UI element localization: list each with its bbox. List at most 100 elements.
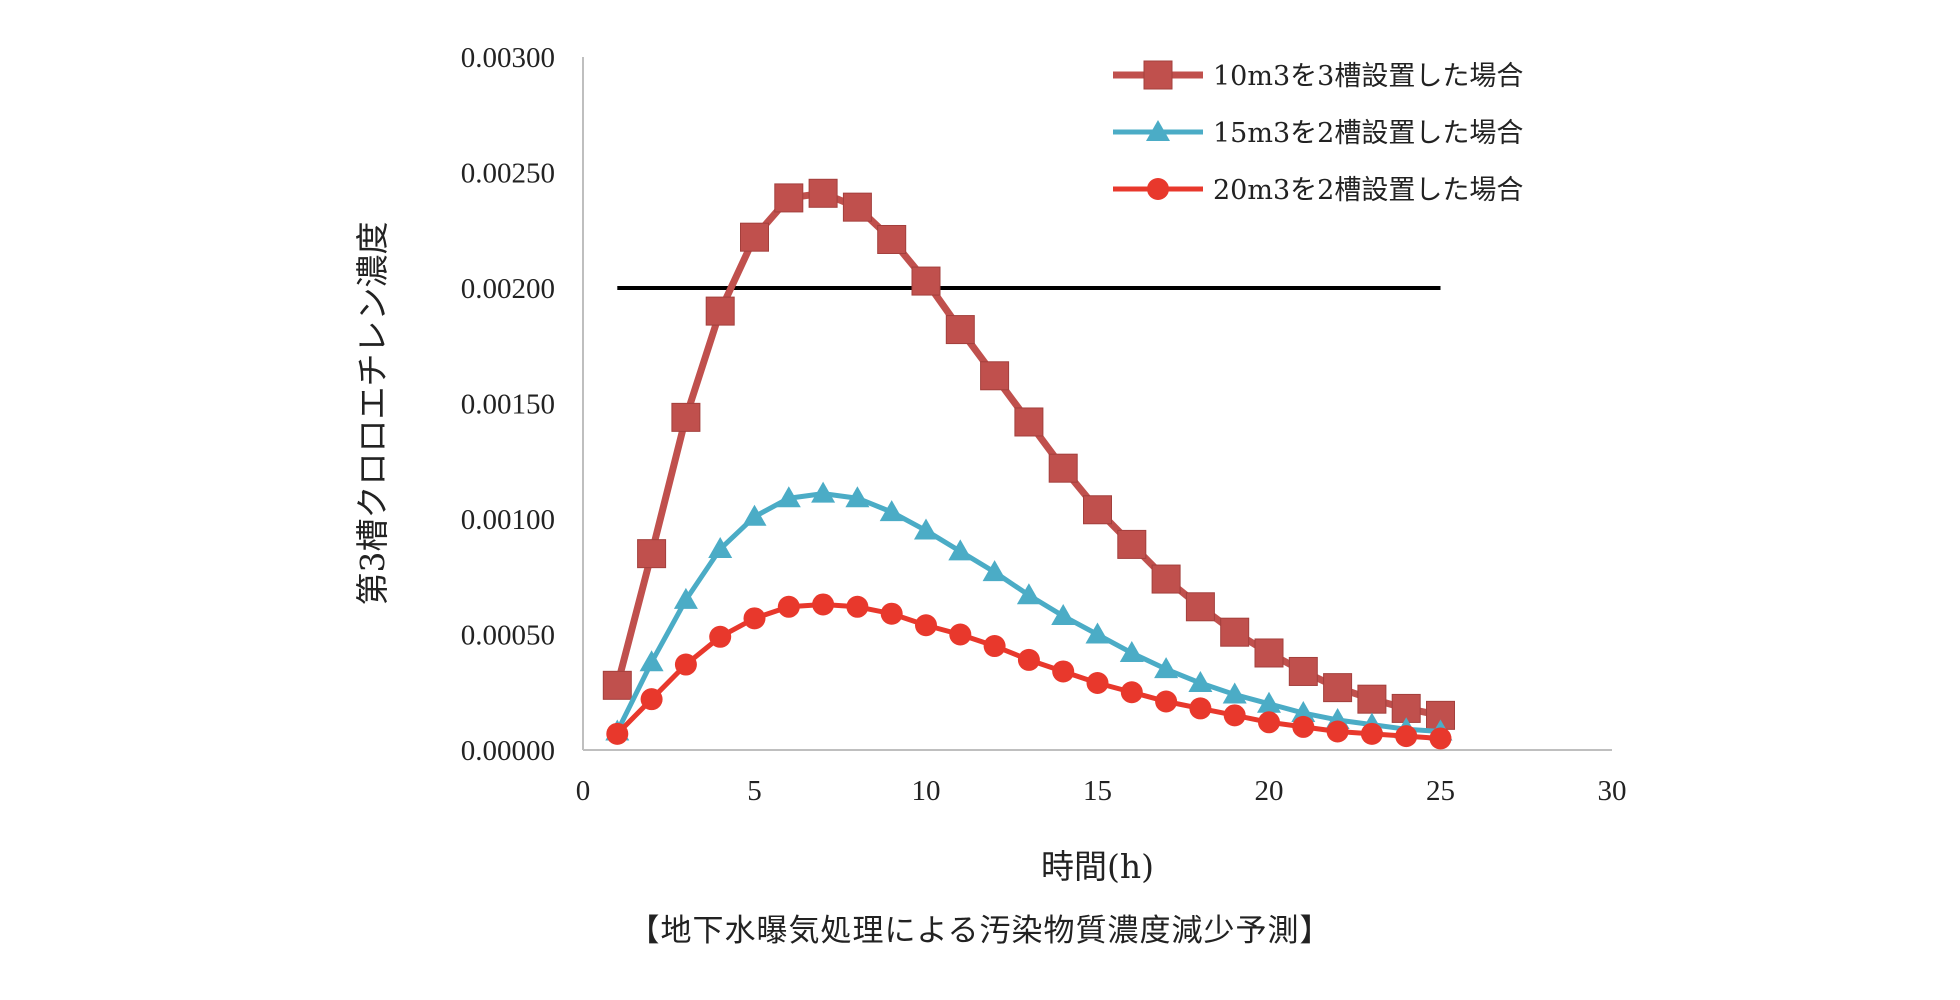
data-point (842, 192, 872, 222)
data-point (812, 593, 835, 616)
data-point (1429, 727, 1452, 750)
data-point (1292, 715, 1315, 738)
data-point (1085, 622, 1110, 644)
data-point (637, 539, 667, 569)
data-point (1155, 690, 1178, 713)
data-point (774, 183, 804, 213)
data-point (915, 614, 937, 637)
data-point (949, 623, 972, 646)
data-point (1323, 673, 1353, 703)
series-1 (602, 178, 1455, 730)
axes (582, 57, 1612, 751)
data-point (1357, 684, 1387, 714)
data-point (1120, 681, 1143, 704)
data-point (948, 539, 973, 561)
data-point (777, 595, 800, 618)
data-point (1016, 583, 1041, 605)
y-tick-label: 0.00250 (461, 158, 555, 190)
data-point (1117, 529, 1147, 559)
x-tick-label: 5 (747, 775, 762, 807)
series-group (602, 178, 1455, 750)
data-point (1017, 648, 1040, 671)
data-point (1188, 671, 1213, 693)
data-point (846, 595, 869, 618)
y-axis-ticks: 0.00000 0.00050 0.00100 0.00150 0.00200 0.002… (461, 42, 555, 767)
data-point (1222, 682, 1247, 704)
series-3 (606, 593, 1452, 750)
data-point (1185, 592, 1215, 622)
data-point (1258, 711, 1280, 734)
data-point (673, 587, 698, 609)
data-point (880, 602, 903, 625)
x-tick-label: 10 (912, 775, 941, 807)
y-axis-title: 第3槽クロロエチレン濃度 (353, 222, 392, 606)
data-point (606, 722, 629, 745)
data-point (705, 296, 735, 326)
data-point (1326, 720, 1349, 743)
y-tick-label: 0.00050 (461, 620, 555, 652)
y-tick-label: 0.00150 (461, 389, 555, 421)
figure-caption: 【地下水曝気処理による汚染物質濃度減少予測】 (628, 913, 1332, 949)
data-point (708, 537, 733, 559)
data-point (982, 560, 1007, 582)
data-point (740, 222, 769, 252)
y-tick-label: 0.00000 (461, 735, 555, 767)
legend-marker (1143, 60, 1173, 90)
data-point (1086, 672, 1109, 695)
data-point (674, 653, 697, 676)
legend-marker (1147, 178, 1169, 200)
data-point (671, 402, 701, 432)
data-point (811, 481, 836, 503)
x-tick-label: 25 (1426, 775, 1455, 807)
x-axis-title: 時間(h) (1041, 847, 1154, 886)
data-point (845, 486, 870, 508)
legend-item-3: 20m3を2槽設置した場合 (1113, 175, 1523, 206)
data-point (1257, 691, 1281, 713)
data-point (911, 266, 941, 296)
data-point (1288, 656, 1318, 686)
data-point (709, 625, 732, 648)
data-point (1014, 407, 1044, 437)
data-point (1154, 657, 1179, 679)
legend-item-2: 15m3を2槽設置した場合 (1113, 118, 1523, 149)
data-point (808, 178, 838, 208)
data-point (945, 315, 975, 345)
data-point (1189, 697, 1212, 720)
data-point (879, 500, 904, 522)
data-point (639, 650, 664, 672)
data-point (640, 688, 663, 711)
data-point (1119, 640, 1144, 662)
x-axis-ticks: 0 5 10 15 20 25 30 (576, 775, 1627, 807)
y-tick-label: 0.00300 (461, 42, 555, 74)
legend-label: 10m3を3槽設置した場合 (1213, 61, 1523, 92)
data-point (602, 670, 632, 700)
x-tick-label: 15 (1083, 775, 1112, 807)
data-point (1223, 704, 1246, 727)
legend-item-1: 10m3を3槽設置した場合 (1113, 60, 1523, 92)
legend: 10m3を3槽設置した場合 15m3を2槽設置した場合 20m3を2槽設置した場合 (1113, 60, 1523, 206)
legend-label: 15m3を2槽設置した場合 (1213, 118, 1523, 149)
series-line (613, 189, 1442, 719)
data-point (983, 635, 1006, 658)
data-point (877, 224, 907, 254)
x-tick-label: 30 (1598, 775, 1627, 807)
legend-marker (1146, 120, 1170, 141)
data-point (1254, 638, 1284, 668)
data-point (1083, 495, 1112, 525)
data-point (1151, 564, 1181, 594)
data-point (914, 518, 938, 540)
data-point (743, 607, 766, 630)
legend-label: 20m3を2槽設置した場合 (1213, 175, 1523, 206)
data-point (1052, 660, 1075, 683)
data-point (776, 486, 801, 508)
data-point (1395, 725, 1418, 748)
y-tick-label: 0.00200 (461, 273, 555, 305)
data-point (1220, 617, 1250, 647)
x-tick-label: 20 (1255, 775, 1284, 807)
data-point (1360, 722, 1383, 745)
y-tick-label: 0.00100 (461, 504, 555, 536)
x-tick-label: 0 (576, 775, 591, 807)
data-point (1048, 453, 1078, 483)
series-line (615, 491, 1441, 735)
